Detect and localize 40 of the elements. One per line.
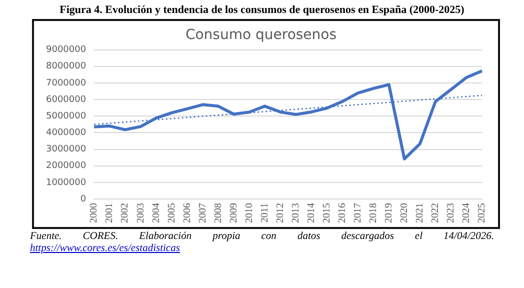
y-tick-label: 2000000 — [46, 161, 86, 172]
x-tick-label: 2012 — [274, 203, 286, 223]
x-tick-label: 2023 — [446, 203, 457, 223]
x-tick-label: 2005 — [166, 203, 178, 223]
x-tick-label: 2009 — [228, 203, 240, 223]
x-tick-label: 2002 — [120, 203, 131, 223]
x-tick-label: 2007 — [197, 203, 208, 223]
chart-title: Figura 4. Evolución y tendencia de los consumos de querosenos en España (2000-2025) — [58, 3, 466, 18]
x-tick-label: 2019 — [384, 203, 395, 223]
x-tick-label: 2025 — [476, 203, 488, 223]
x-tick-label: 2024 — [461, 203, 472, 223]
x-tick-label: 2022 — [430, 203, 442, 223]
x-tick-label: 2014 — [306, 203, 317, 223]
y-tick-label: 3000000 — [46, 144, 86, 155]
x-tick-label: 2015 — [321, 203, 332, 223]
x-tick-label: 2017 — [352, 203, 364, 223]
x-tick-label: 2016 — [336, 203, 348, 223]
y-tick-label: 1000000 — [46, 178, 86, 188]
text: https://www.cores.es/es/estadisticas — [30, 243, 181, 255]
x-tick-label: 2010 — [244, 203, 255, 223]
x-tick-label: 2020 — [399, 203, 410, 223]
y-tick-label: 9000000 — [46, 45, 86, 56]
x-tick-label: 2006 — [182, 203, 193, 223]
x-tick-label: 2000 — [88, 203, 100, 223]
y-tick-label: 6000000 — [46, 94, 86, 105]
y-tick-label: 5000000 — [46, 111, 86, 122]
x-tick-label: 2013 — [290, 203, 302, 223]
x-tick-label: 2003 — [135, 203, 146, 223]
y-tick-label: 4000000 — [46, 128, 86, 138]
x-tick-label: 2004 — [150, 203, 162, 223]
x-tick-label: 2021 — [414, 203, 426, 223]
x-tick-label: 2008 — [212, 203, 224, 223]
x-tick-label: 2011 — [259, 203, 270, 223]
x-tick-label: 2001 — [104, 203, 116, 223]
x-tick-label: 2018 — [368, 203, 380, 223]
y-tick-label: 7000000 — [46, 78, 86, 88]
chart-subtitle: Consumo querosenos — [185, 27, 337, 44]
y-tick-label: 0 — [80, 194, 86, 204]
y-tick-label: 8000000 — [46, 62, 86, 72]
source-note: Fuente. CORES. Elaboración propia con datos descargados el 14/04/2026. — [30, 231, 494, 243]
